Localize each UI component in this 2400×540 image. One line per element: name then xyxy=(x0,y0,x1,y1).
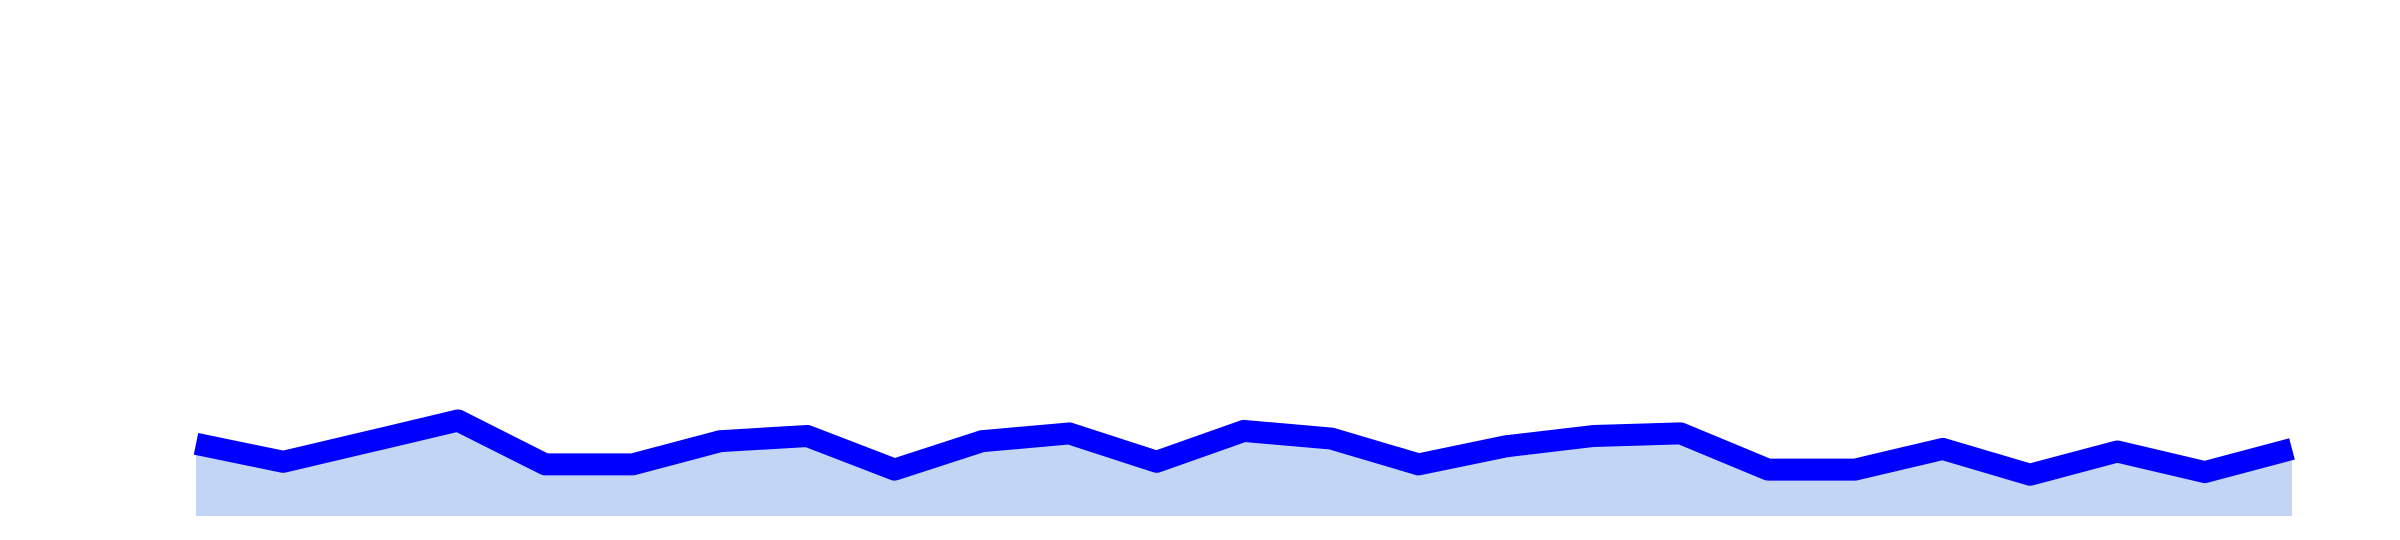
series-0-line xyxy=(193,409,2295,486)
plot-area xyxy=(193,409,2295,516)
